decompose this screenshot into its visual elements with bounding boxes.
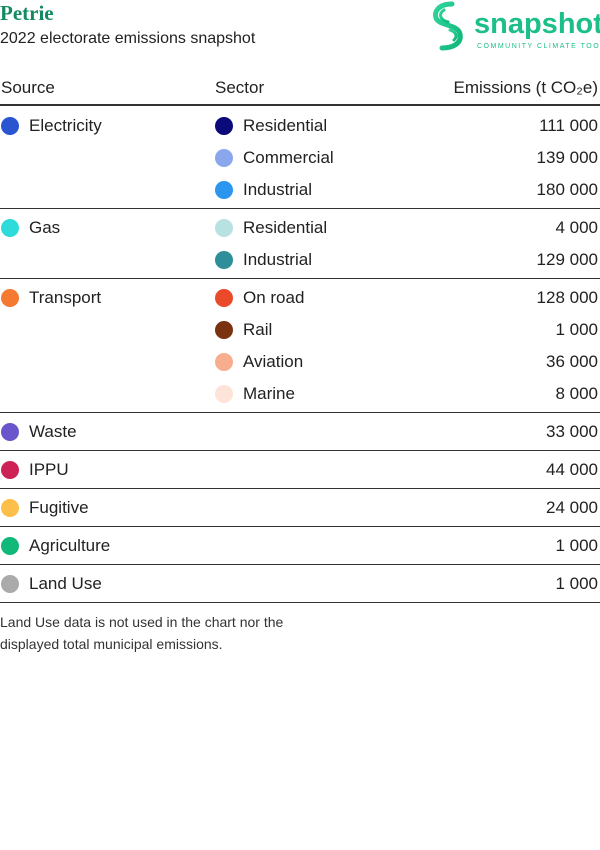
- emissions: 1 000: [555, 320, 598, 339]
- sector: Industrial: [243, 250, 312, 269]
- sector: Residential: [243, 116, 328, 135]
- source-dot: [1, 117, 19, 135]
- source: Fugitive: [29, 498, 89, 517]
- emissions: 128 000: [536, 288, 598, 307]
- sector-dot: [215, 321, 233, 339]
- emissions: 44 000: [546, 460, 598, 479]
- row-rule: [0, 208, 600, 209]
- logo-name: snapshot: [474, 8, 600, 40]
- sector: Rail: [243, 320, 273, 339]
- emissions: 180 000: [536, 180, 598, 199]
- sector: Residential: [243, 218, 328, 237]
- source: Waste: [29, 422, 77, 441]
- source-dot: [1, 537, 19, 555]
- column-header: Sector: [215, 78, 265, 97]
- emissions: 33 000: [546, 422, 598, 441]
- sector: On road: [243, 288, 305, 307]
- emissions: 129 000: [536, 250, 598, 269]
- emissions: 1 000: [555, 574, 598, 593]
- row-rule: [0, 278, 600, 279]
- sector: Commercial: [243, 148, 334, 167]
- sector-dot: [215, 251, 233, 269]
- column-header: Source: [1, 78, 55, 97]
- sector-dot: [215, 149, 233, 167]
- source-dot: [1, 575, 19, 593]
- sector: Marine: [243, 384, 295, 403]
- emissions: 8 000: [555, 384, 598, 403]
- source: Transport: [29, 288, 102, 307]
- sector-dot: [215, 219, 233, 237]
- title: Petrie: [0, 1, 54, 25]
- logo-icon: [433, 1, 463, 51]
- emissions: 24 000: [546, 498, 598, 517]
- source: Agriculture: [29, 536, 111, 555]
- source: Gas: [29, 218, 61, 237]
- source-dot: [1, 423, 19, 441]
- row-rule: [0, 412, 600, 413]
- column-header: Emissions (t CO₂e): [453, 78, 598, 97]
- source-dot: [1, 499, 19, 517]
- sector-dot: [215, 181, 233, 199]
- sector-dot: [215, 289, 233, 307]
- note: Land Use data is not used in the chart n…: [0, 614, 284, 630]
- sector: Aviation: [243, 352, 304, 371]
- emissions: 111 000: [539, 116, 598, 135]
- source: Land Use: [29, 574, 102, 593]
- row-rule: [0, 564, 600, 565]
- row-rule: [0, 526, 600, 527]
- sector-dot: [215, 385, 233, 403]
- subtitle: 2022 electorate emissions snapshot: [0, 30, 256, 47]
- emissions: 139 000: [536, 148, 598, 167]
- source: Electricity: [29, 116, 102, 135]
- header-rule: [0, 104, 600, 106]
- source-dot: [1, 219, 19, 237]
- emissions: 1 000: [555, 536, 598, 555]
- row-rule: [0, 488, 600, 489]
- emissions: 36 000: [546, 352, 598, 371]
- emissions: 4 000: [555, 218, 598, 237]
- sector-dot: [215, 117, 233, 135]
- logo-tagline: COMMUNITY CLIMATE TOOL: [477, 43, 600, 50]
- source-dot: [1, 289, 19, 307]
- row-rule: [0, 602, 600, 603]
- row-rule: [0, 450, 600, 451]
- sector-dot: [215, 353, 233, 371]
- sector: Industrial: [243, 180, 312, 199]
- source: IPPU: [29, 460, 69, 479]
- note: displayed total municipal emissions.: [0, 636, 223, 652]
- source-dot: [1, 461, 19, 479]
